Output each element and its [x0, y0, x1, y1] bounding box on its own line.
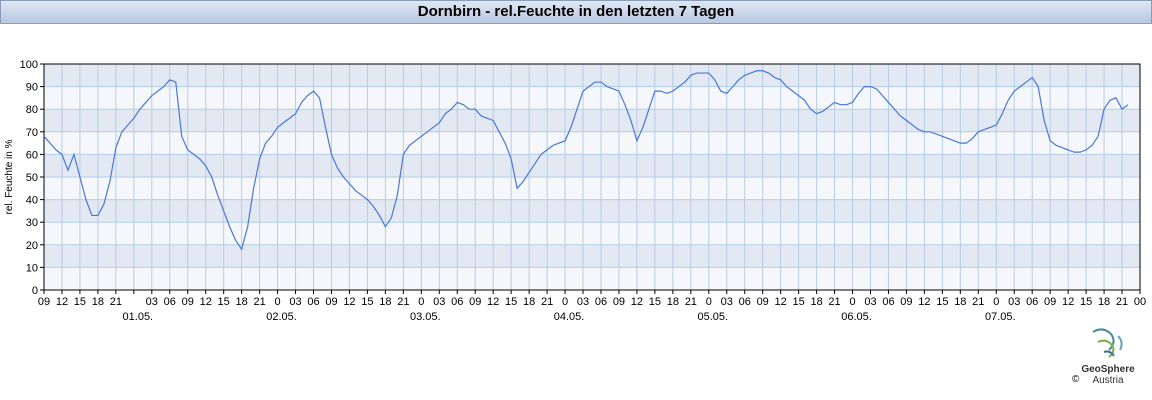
x-tick-label: 18: [667, 296, 679, 308]
logo-icon: [1092, 328, 1123, 358]
x-tick-label: 0: [275, 296, 281, 308]
x-tick-label: 06: [451, 296, 463, 308]
y-tick-label: 0: [32, 285, 38, 297]
x-tick-label: 0: [418, 296, 424, 308]
date-label: 03.05.: [410, 311, 441, 323]
y-tick-label: 40: [26, 195, 38, 207]
x-tick-label: 09: [325, 296, 337, 308]
x-tick-label: 15: [649, 296, 661, 308]
y-tick-label: 80: [26, 104, 38, 116]
x-tick-label: 15: [936, 296, 948, 308]
x-tick-label: 21: [685, 296, 697, 308]
x-tick-label: 18: [236, 296, 248, 308]
date-label: 01.05.: [123, 311, 154, 323]
x-tick-label: 21: [1116, 296, 1128, 308]
y-tick-label: 20: [26, 240, 38, 252]
x-tick-label: 18: [523, 296, 535, 308]
x-tick-label: 15: [74, 296, 86, 308]
x-tick-label: 15: [218, 296, 230, 308]
x-tick-label: 21: [110, 296, 122, 308]
date-label: 05.05.: [697, 311, 728, 323]
x-tick-label: 21: [828, 296, 840, 308]
x-tick-label: 09: [613, 296, 625, 308]
x-tick-label: 03: [289, 296, 301, 308]
x-tick-label: 21: [541, 296, 553, 308]
grid-band: [44, 154, 1140, 177]
x-tick-label: 15: [505, 296, 517, 308]
x-tick-label: 12: [200, 296, 212, 308]
x-tick-label: 18: [379, 296, 391, 308]
grid-band: [44, 64, 1140, 87]
grid-band: [44, 109, 1140, 132]
chart-title: Dornbirn - rel.Feuchte in den letzten 7 …: [0, 0, 1152, 24]
x-tick-label: 21: [397, 296, 409, 308]
x-tick-label: 12: [918, 296, 930, 308]
logo-name: GeoSphere: [1081, 364, 1135, 375]
x-tick-label: 15: [792, 296, 804, 308]
x-tick-label: 18: [954, 296, 966, 308]
plot-frame: [43, 63, 1141, 291]
x-tick-label: 18: [1098, 296, 1110, 308]
x-tick-label: 12: [343, 296, 355, 308]
grid-band: [44, 131, 1140, 155]
x-tick-label: 09: [900, 296, 912, 308]
x-tick-label: 09: [1044, 296, 1056, 308]
x-tick-label: 03: [433, 296, 445, 308]
x-tick-label: 03: [1008, 296, 1020, 308]
date-label: 02.05.: [266, 311, 297, 323]
grid-band: [44, 222, 1140, 245]
date-label: 07.05.: [985, 311, 1016, 323]
x-tick-label: 0: [993, 296, 999, 308]
x-tick-label: 0: [562, 296, 568, 308]
grid-band: [44, 267, 1140, 290]
x-tick-label: 21: [972, 296, 984, 308]
x-tick-label: 06: [164, 296, 176, 308]
x-tick-label: 12: [56, 296, 68, 308]
x-tick-label: 06: [307, 296, 319, 308]
x-tick-label: 06: [882, 296, 894, 308]
x-tick-label: 12: [631, 296, 643, 308]
grid-band: [44, 244, 1140, 268]
grid-band: [44, 199, 1140, 223]
y-tick-label: 70: [26, 127, 38, 139]
grid-band: [44, 86, 1140, 110]
x-tick-label: 09: [757, 296, 769, 308]
line-series: [43, 70, 1129, 251]
x-tick-label: 09: [182, 296, 194, 308]
x-tick-label: 06: [595, 296, 607, 308]
date-label: 04.05.: [554, 311, 585, 323]
x-tick-label: 0: [849, 296, 855, 308]
x-tick-label: 03: [577, 296, 589, 308]
x-tick-label: 21: [253, 296, 265, 308]
y-axis-label: rel. Feuchte in %: [4, 139, 15, 214]
x-tick-label: 03: [721, 296, 733, 308]
date-label: 06.05.: [841, 311, 872, 323]
x-tick-label: 12: [775, 296, 787, 308]
x-tick-label: 0: [706, 296, 712, 308]
x-tick-label: 18: [810, 296, 822, 308]
x-tick-label: 00: [1134, 296, 1146, 308]
x-tick-label: 18: [92, 296, 104, 308]
x-tick-label: 12: [1062, 296, 1074, 308]
y-tick-label: 30: [26, 217, 38, 229]
x-tick-label: 03: [146, 296, 158, 308]
y-tick-label: 60: [26, 149, 38, 161]
grid-band: [44, 177, 1140, 200]
x-tick-label: 06: [1026, 296, 1038, 308]
y-tick-label: 100: [20, 59, 38, 71]
x-tick-label: 03: [864, 296, 876, 308]
x-tick-label: 15: [361, 296, 373, 308]
x-tick-label: 09: [38, 296, 50, 308]
x-tick-label: 06: [739, 296, 751, 308]
x-tick-label: 15: [1080, 296, 1092, 308]
x-tick-label: 12: [487, 296, 499, 308]
logo-sub: Austria: [1092, 375, 1124, 386]
y-tick-label: 10: [26, 262, 38, 274]
copyright: ©: [1072, 374, 1080, 385]
y-tick-label: 50: [26, 172, 38, 184]
x-tick-label: 09: [469, 296, 481, 308]
y-tick-label: 90: [26, 82, 38, 94]
